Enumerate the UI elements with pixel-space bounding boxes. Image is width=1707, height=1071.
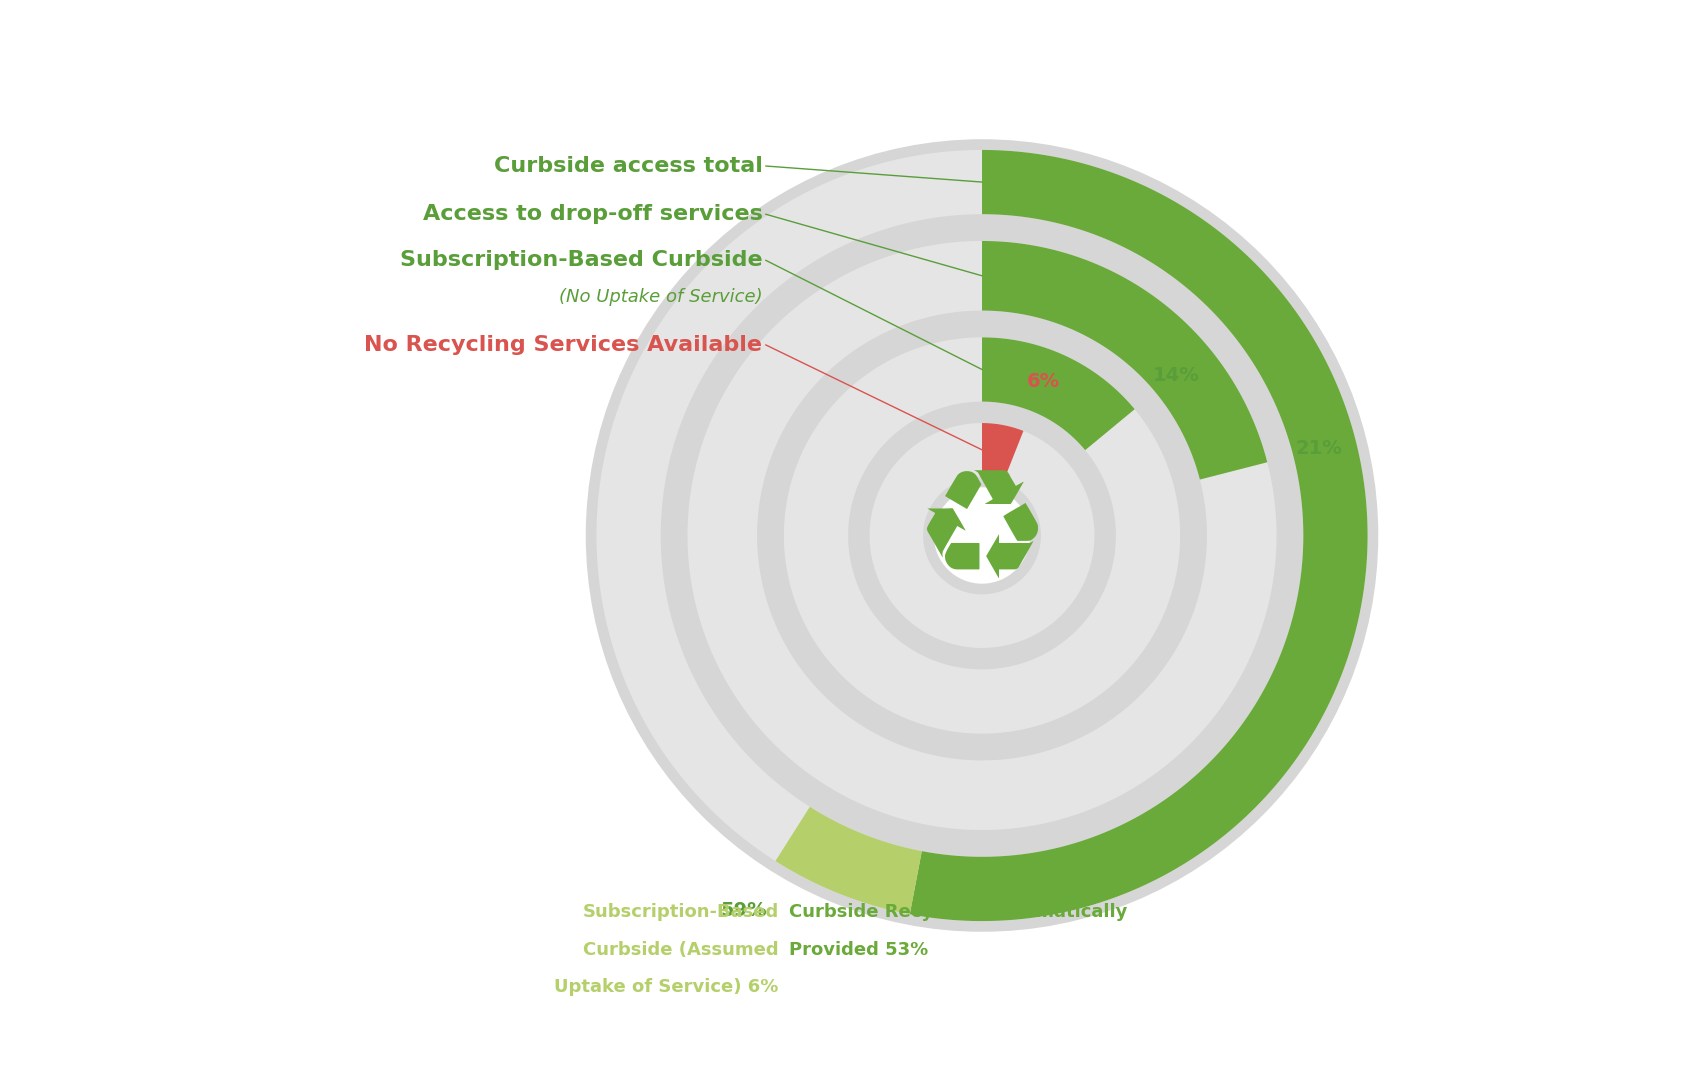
Text: Access to drop-off services: Access to drop-off services — [423, 205, 763, 224]
Text: 21%: 21% — [1296, 439, 1342, 458]
Text: Curbside (Assumed: Curbside (Assumed — [582, 941, 778, 959]
Polygon shape — [869, 423, 1094, 648]
Text: Subscription-Based: Subscription-Based — [582, 904, 778, 921]
Polygon shape — [982, 241, 1267, 480]
Polygon shape — [910, 150, 1367, 921]
Text: No Recycling Services Available: No Recycling Services Available — [365, 335, 763, 355]
Polygon shape — [982, 423, 1024, 481]
Text: 6%: 6% — [1026, 372, 1060, 391]
Text: Uptake of Service) 6%: Uptake of Service) 6% — [555, 979, 778, 996]
Circle shape — [848, 402, 1116, 669]
Circle shape — [661, 214, 1304, 857]
Text: Subscription-Based Curbside: Subscription-Based Curbside — [399, 251, 763, 270]
Text: Provided 53%: Provided 53% — [789, 941, 929, 959]
Text: Curbside access total: Curbside access total — [493, 156, 763, 176]
Polygon shape — [775, 806, 922, 915]
Polygon shape — [596, 150, 1367, 921]
Polygon shape — [982, 337, 1135, 450]
Circle shape — [586, 139, 1378, 932]
Polygon shape — [688, 241, 1277, 830]
Text: 14%: 14% — [1152, 365, 1200, 384]
Text: 59%: 59% — [720, 902, 766, 920]
Circle shape — [923, 477, 1041, 594]
Circle shape — [758, 311, 1207, 760]
Polygon shape — [784, 337, 1180, 734]
Text: Curbside Recycling Automatically: Curbside Recycling Automatically — [789, 904, 1128, 921]
Circle shape — [934, 487, 1031, 584]
Text: (No Uptake of Service): (No Uptake of Service) — [558, 288, 763, 305]
Text: ♻: ♻ — [913, 461, 1050, 610]
